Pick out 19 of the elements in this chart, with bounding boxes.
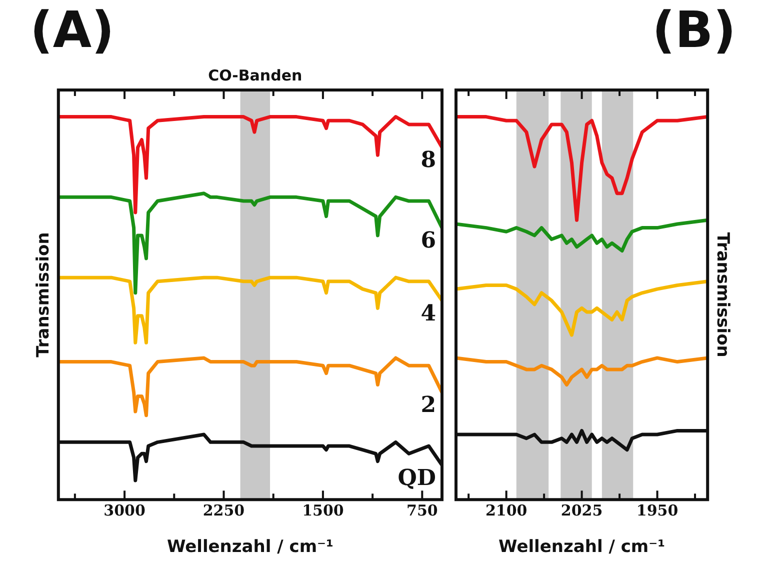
x-tick-label: 3000: [104, 501, 146, 520]
x-tick-label: 2100: [485, 501, 528, 520]
band-label: CO-Banden: [208, 66, 302, 84]
x-tick-label: 1950: [636, 501, 678, 520]
x-axis-title: Wellenzahl / cm⁻¹: [498, 537, 666, 558]
series-label: 4: [420, 300, 436, 326]
series-label: QD: [398, 464, 436, 491]
chart-title: (A): [30, 0, 114, 59]
series-label: 8: [420, 147, 436, 174]
y-axis-title: Transmission: [34, 232, 54, 358]
series-label: 2: [420, 392, 436, 418]
x-tick-label: 2025: [560, 501, 603, 520]
x-tick-label: 750: [406, 501, 438, 520]
x-tick-label: 1500: [302, 501, 344, 520]
x-tick-label: 2250: [202, 501, 245, 520]
x-axis-title: Wellenzahl / cm⁻¹: [166, 537, 334, 558]
chart-title: (B): [652, 0, 736, 59]
series-label: 6: [420, 228, 436, 254]
y-axis-title: Transmission: [712, 232, 732, 358]
